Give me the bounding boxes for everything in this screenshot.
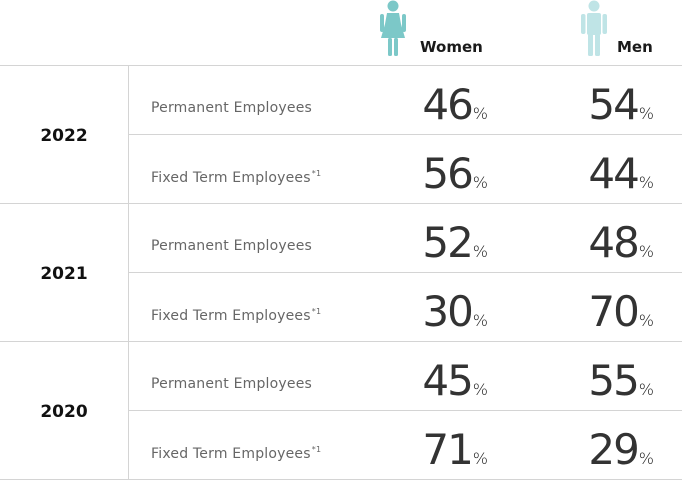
year-divider <box>0 203 682 204</box>
percentage-value: 54 <box>588 80 639 129</box>
men-label: Men <box>617 38 653 56</box>
women-column-header: Women <box>378 0 490 60</box>
women-percentage: 45% <box>400 360 488 402</box>
category-text: Permanent Employees <box>151 100 313 116</box>
percentage-value: 70 <box>588 287 639 336</box>
men-percentage: 48% <box>566 222 654 264</box>
percent-sign: % <box>472 242 488 261</box>
percentage-value: 29 <box>588 425 639 474</box>
percentage-value: 30 <box>422 287 473 336</box>
women-percentage: 56% <box>400 153 488 195</box>
percent-sign: % <box>638 173 654 192</box>
men-percentage: 55% <box>566 360 654 402</box>
percent-sign: % <box>638 104 654 123</box>
row-divider <box>128 410 682 411</box>
men-percentage: 29% <box>566 429 654 471</box>
percent-sign: % <box>472 311 488 330</box>
woman-icon <box>378 0 408 62</box>
percent-sign: % <box>638 242 654 261</box>
percentage-value: 45 <box>422 356 473 405</box>
women-percentage: 46% <box>400 84 488 126</box>
row-divider <box>128 272 682 273</box>
category-text: Fixed Term Employees <box>151 308 311 324</box>
men-percentage: 54% <box>566 84 654 126</box>
percentage-value: 44 <box>588 149 639 198</box>
category-label: Permanent Employees <box>151 238 312 254</box>
footnote-marker: *1 <box>311 307 322 316</box>
percent-sign: % <box>638 449 654 468</box>
women-percentage: 71% <box>400 429 488 471</box>
percent-sign: % <box>472 449 488 468</box>
year-label-2020: 2020 <box>40 402 88 422</box>
men-percentage: 70% <box>566 291 654 333</box>
year-label-2021: 2021 <box>40 264 88 284</box>
category-text: Fixed Term Employees <box>151 170 311 186</box>
women-percentage: 52% <box>400 222 488 264</box>
category-text: Fixed Term Employees <box>151 446 311 462</box>
percentage-value: 56 <box>422 149 473 198</box>
percent-sign: % <box>638 380 654 399</box>
footnote-marker: *1 <box>311 445 322 454</box>
category-label: Fixed Term Employees*1 <box>151 445 321 462</box>
category-text: Permanent Employees <box>151 376 313 392</box>
year-label-2022: 2022 <box>40 126 88 146</box>
percentage-value: 52 <box>422 218 473 267</box>
percentage-value: 71 <box>422 425 473 474</box>
men-percentage: 44% <box>566 153 654 195</box>
man-icon <box>578 0 610 62</box>
footnote-marker: *1 <box>311 169 322 178</box>
category-label: Permanent Employees <box>151 100 312 116</box>
category-label: Permanent Employees <box>151 376 312 392</box>
table-header: Women Men <box>0 0 682 66</box>
year-column-divider <box>128 66 129 480</box>
category-text: Permanent Employees <box>151 238 313 254</box>
category-label: Fixed Term Employees*1 <box>151 169 321 186</box>
percentage-value: 46 <box>422 80 473 129</box>
women-percentage: 30% <box>400 291 488 333</box>
header-divider <box>0 65 682 66</box>
percentage-value: 48 <box>588 218 639 267</box>
percent-sign: % <box>638 311 654 330</box>
men-column-header: Men <box>578 0 678 60</box>
category-label: Fixed Term Employees*1 <box>151 307 321 324</box>
row-divider <box>128 134 682 135</box>
year-divider <box>0 341 682 342</box>
percent-sign: % <box>472 380 488 399</box>
women-label: Women <box>420 38 483 56</box>
percent-sign: % <box>472 104 488 123</box>
percent-sign: % <box>472 173 488 192</box>
percentage-value: 55 <box>588 356 639 405</box>
